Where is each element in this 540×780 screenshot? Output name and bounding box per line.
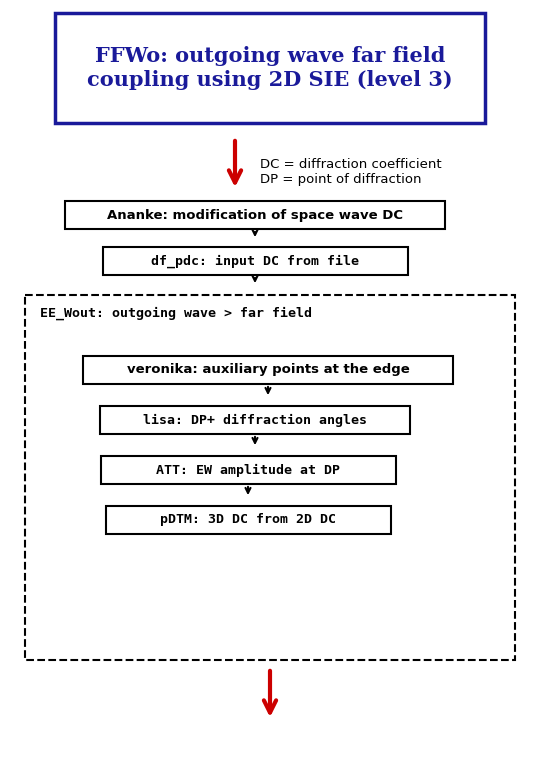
Text: veronika: auxiliary points at the edge: veronika: auxiliary points at the edge: [126, 363, 409, 377]
Text: df_pdc: input DC from file: df_pdc: input DC from file: [151, 254, 359, 268]
FancyBboxPatch shape: [55, 13, 485, 123]
Text: FFWo: outgoing wave far field
coupling using 2D SIE (level 3): FFWo: outgoing wave far field coupling u…: [87, 46, 453, 90]
Text: pDTM: 3D DC from 2D DC: pDTM: 3D DC from 2D DC: [160, 513, 336, 526]
Text: DC = diffraction coefficient
DP = point of diffraction: DC = diffraction coefficient DP = point …: [260, 158, 442, 186]
FancyBboxPatch shape: [105, 506, 390, 534]
FancyBboxPatch shape: [100, 456, 395, 484]
FancyBboxPatch shape: [65, 201, 445, 229]
Text: lisa: DP+ diffraction angles: lisa: DP+ diffraction angles: [143, 413, 367, 427]
FancyBboxPatch shape: [25, 295, 515, 660]
Text: ATT: EW amplitude at DP: ATT: EW amplitude at DP: [156, 463, 340, 477]
FancyBboxPatch shape: [83, 356, 453, 384]
FancyBboxPatch shape: [100, 406, 410, 434]
FancyBboxPatch shape: [103, 247, 408, 275]
Text: Ananke: modification of space wave DC: Ananke: modification of space wave DC: [107, 208, 403, 222]
Text: EE_Wout: outgoing wave > far field: EE_Wout: outgoing wave > far field: [40, 307, 312, 321]
